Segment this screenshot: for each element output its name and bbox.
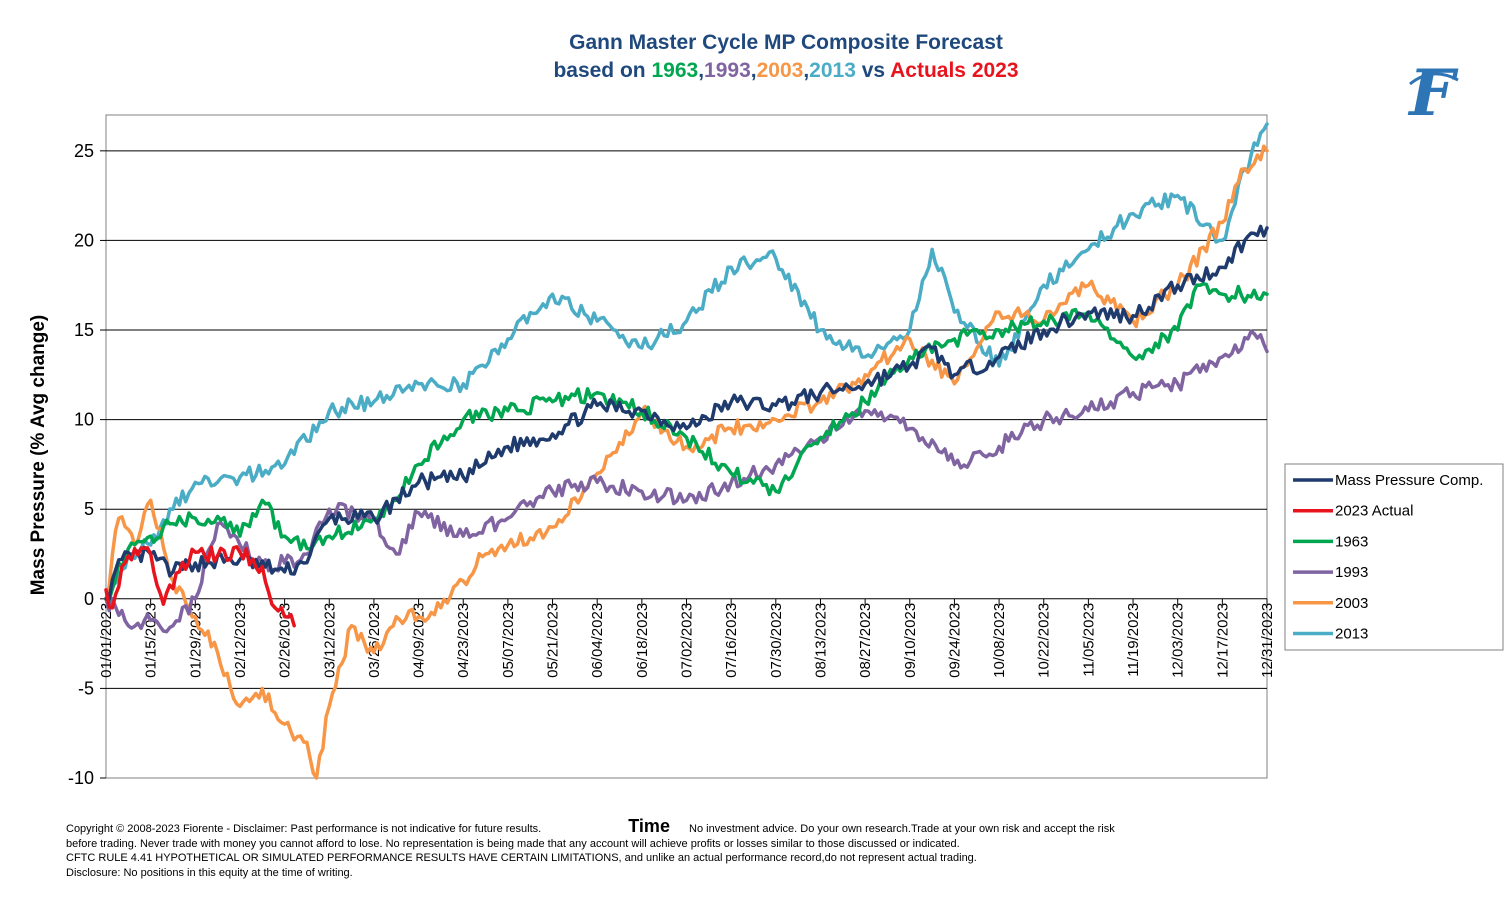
subtitle-part: 1993 — [704, 59, 751, 82]
subtitle-part: based on — [553, 59, 651, 82]
x-tick-label: 05/07/2023 — [500, 603, 517, 678]
subtitle-part: vs — [856, 59, 890, 82]
subtitle-part: 2003 — [757, 59, 804, 82]
x-tick-label: 01/29/2023 — [187, 603, 204, 678]
series-line-2003 — [104, 144, 1269, 780]
subtitle-part: , — [698, 59, 704, 82]
footer-advice: No investment advice. Do your own resear… — [689, 823, 1115, 835]
y-tick-label: 15 — [74, 320, 94, 340]
x-tick-label: 07/16/2023 — [723, 603, 740, 678]
x-tick-label: 06/18/2023 — [634, 603, 651, 678]
gridlines — [106, 150, 1267, 689]
series-line-mass-pressure-comp- — [104, 224, 1269, 601]
series-line-1963 — [104, 282, 1269, 602]
y-tick-label: 0 — [84, 589, 94, 609]
x-tick-label: 05/21/2023 — [545, 603, 562, 678]
y-tick-label: 25 — [74, 141, 94, 161]
legend-entry: 1993 — [1335, 564, 1368, 581]
x-tick-label: 07/30/2023 — [768, 603, 785, 678]
legend-box — [1284, 463, 1504, 651]
footer-line-2: before trading. Never trade with money y… — [66, 837, 960, 850]
series-lines — [104, 122, 1269, 780]
x-tick-label: 12/17/2023 — [1214, 603, 1231, 678]
x-tick-label: 04/23/2023 — [455, 603, 472, 678]
subtitle-part: Actuals 2023 — [890, 59, 1018, 82]
y-tick-label: -10 — [68, 768, 94, 788]
x-tick-label: 01/01/2023 — [98, 603, 115, 678]
legend-entry: 2003 — [1335, 595, 1368, 612]
legend-entry: 2013 — [1335, 626, 1368, 643]
legend-entry: 1963 — [1335, 533, 1368, 550]
x-tick-label: 10/08/2023 — [991, 603, 1008, 678]
logo-glyph: F — [1407, 56, 1459, 131]
x-tick-label: 07/02/2023 — [679, 603, 696, 678]
footer-line-3: CFTC RULE 4.41 HYPOTHETICAL OR SIMULATED… — [66, 852, 977, 864]
x-tick-label: 02/12/2023 — [232, 603, 249, 678]
y-axis-label: Mass Pressure (% Avg change) — [28, 315, 49, 596]
chart-title: Gann Master Cycle MP Composite Forecast — [569, 31, 1003, 54]
x-tick-label: 09/10/2023 — [902, 603, 919, 678]
y-tick-label: -5 — [78, 678, 94, 698]
footer-disclaimer: Copyright © 2008-2023 Fiorente - Disclai… — [66, 816, 1296, 880]
subtitle-part: , — [803, 59, 809, 82]
x-tick-label: 12/03/2023 — [1170, 603, 1187, 678]
x-tick-label: 09/24/2023 — [946, 603, 963, 678]
chart-subtitle: based on 1963,1993,2003,2013 vs Actuals … — [553, 59, 1018, 82]
subtitle-part: , — [751, 59, 757, 82]
y-tick-label: 5 — [84, 499, 94, 519]
legend-entry: 2023 Actual — [1335, 503, 1413, 520]
x-tick-label: 11/19/2023 — [1125, 603, 1142, 677]
subtitle-part: 1963 — [651, 59, 698, 82]
fiorente-logo: F — [1407, 56, 1459, 131]
legend-entry: Mass Pressure Comp. — [1335, 472, 1483, 489]
y-tick-label: 10 — [74, 410, 94, 430]
series-line-2013 — [104, 122, 1269, 603]
legend: Mass Pressure Comp. 2023 Actual 1963 1993 20… — [1284, 463, 1504, 651]
x-tick-label: 08/27/2023 — [857, 603, 874, 678]
x-tick-label: 08/13/2023 — [812, 603, 829, 678]
x-tick-label: 03/12/2023 — [321, 603, 338, 678]
series-line-2023-actual — [104, 545, 296, 628]
x-tick-label: 11/05/2023 — [1080, 603, 1097, 677]
subtitle-part: 2013 — [809, 59, 856, 82]
x-axis-label: Time — [628, 816, 670, 836]
x-tick-label: 10/22/2023 — [1036, 603, 1053, 678]
x-tick-label: 02/26/2023 — [277, 603, 294, 678]
x-axis: 01/01/2023 01/15/2023 01/29/2023 02/12/2023… — [98, 598, 1276, 678]
x-tick-label: 03/26/2023 — [366, 603, 383, 678]
y-tick-label: 20 — [74, 230, 94, 250]
x-tick-label: 06/04/2023 — [589, 603, 606, 678]
logo-swash — [1409, 72, 1459, 86]
y-axis: -10 -5 0 5 10 15 20 25 — [68, 141, 106, 788]
x-tick-label: 01/15/2023 — [143, 603, 160, 678]
footer-line-4: Disclosure: No positions in this equity … — [66, 866, 353, 879]
footer-copyright: Copyright © 2008-2023 Fiorente - Disclai… — [66, 823, 542, 835]
x-tick-label: 12/31/2023 — [1259, 603, 1276, 678]
